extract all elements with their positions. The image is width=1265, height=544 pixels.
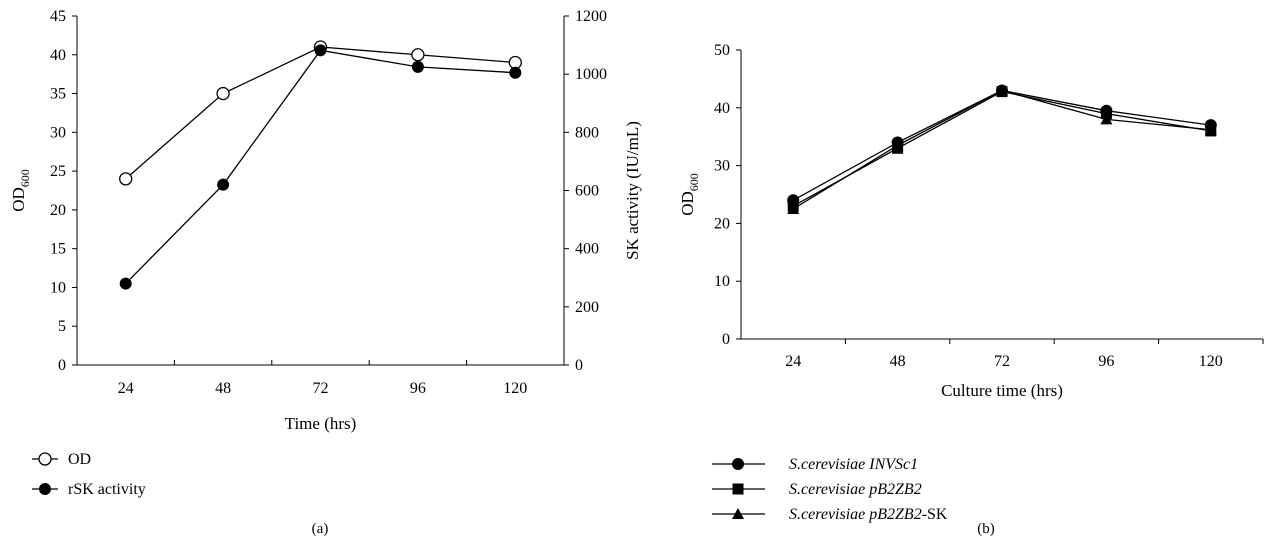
panel-b-y-axis-title-main: OD (678, 191, 697, 216)
panel-b-y-tick-label: 0 (722, 331, 730, 348)
legend-marker (732, 458, 744, 470)
data-point (787, 202, 800, 214)
panel-a-left-axis-title-sub: 600 (18, 169, 32, 187)
panel-b-legend-item: S.cerevisiae pB2ZB2 (712, 481, 922, 498)
panel-a-left-axis-title: OD600 (9, 169, 32, 212)
legend-label: S.cerevisiae INVSc1 (789, 456, 918, 473)
panel-a-x-tick-label: 96 (410, 380, 426, 397)
panel-a-left-tick-label: 10 (50, 279, 66, 296)
legend-label-italic: S.cerevisiae pB2ZB2 (789, 481, 922, 498)
panel-a-label: (a) (312, 521, 329, 537)
series-line (125, 49, 516, 285)
legend-marker (39, 483, 51, 495)
legend-label-italic: S.cerevisiae INVSc1 (789, 456, 918, 473)
panel-a-right-tick-label: 1200 (575, 8, 607, 25)
panel-b-y-tick-label: 50 (714, 42, 730, 59)
panel-a-x-tick-label: 48 (215, 380, 231, 397)
panel-b-y-tick-label: 20 (714, 215, 730, 232)
panel-a-left-tick-label: 30 (50, 124, 66, 141)
panel-a-right-tick-label: 600 (575, 183, 599, 200)
panel-a-right-tick-label: 200 (575, 299, 599, 316)
data-point (119, 277, 132, 290)
panel-a-series-od (119, 40, 522, 186)
legend-marker (38, 452, 52, 466)
legend-label: S.cerevisiae pB2ZB2 (789, 481, 922, 498)
panel-b-series-2 (787, 86, 1217, 212)
panel-b-y-tick-label: 30 (714, 158, 730, 175)
panel-b-x-tick-label: 72 (994, 353, 1010, 370)
panel-b-legend-item: S.cerevisiae INVSc1 (712, 456, 918, 473)
panel-a-left-tick-label: 5 (58, 318, 66, 335)
data-point (996, 84, 1008, 96)
panel-a-left-tick-label: 15 (50, 241, 66, 258)
panel-a-legend-item: rSK activity (32, 481, 146, 498)
panel-b-legend-item: S.cerevisiae pB2ZB2-SK (712, 506, 948, 523)
panel-a-legend-item: OD (32, 451, 91, 468)
data-point (411, 48, 425, 62)
panel-a-right-tick-label: 0 (575, 357, 583, 374)
panel-b-label: (b) (977, 521, 995, 537)
panel-a-x-axis-title: Time (hrs) (285, 414, 357, 433)
panel-b-x-tick-label: 48 (890, 353, 906, 370)
panel-a-left-tick-label: 40 (50, 47, 66, 64)
panel-a-right-axis-title: SK activity (IU/mL) (623, 121, 642, 260)
panel-b-x-tick-label: 120 (1199, 353, 1223, 370)
data-point (1204, 123, 1217, 135)
panel-a-x-tick-label: 72 (313, 380, 329, 397)
data-point (509, 66, 522, 79)
series-line (792, 89, 1211, 210)
legend-label-suffix: -SK (922, 506, 948, 523)
data-point (216, 86, 230, 101)
panel-a-left-tick-label: 20 (50, 202, 66, 219)
panel-b-x-tick-label: 96 (1098, 353, 1114, 370)
panel-a-right-tick-label: 1000 (575, 66, 607, 83)
data-point (217, 178, 230, 191)
legend-label: OD (68, 451, 91, 468)
panel-a-left-tick-label: 45 (50, 8, 66, 25)
data-point (119, 172, 133, 186)
panel-a-x-tick-label: 120 (503, 380, 527, 397)
legend-label-italic: S.cerevisiae pB2ZB2 (789, 506, 922, 523)
series-line (792, 90, 1211, 207)
panel-b-x-tick-label: 24 (785, 353, 801, 370)
legend-marker (732, 508, 744, 519)
data-point (314, 44, 327, 57)
panel-a-x-tick-label: 24 (118, 380, 134, 397)
data-point (411, 60, 424, 73)
panel-b-y-tick-label: 10 (714, 273, 730, 290)
legend-label: S.cerevisiae pB2ZB2-SK (789, 506, 948, 523)
panel-a-left-tick-label: 35 (50, 86, 66, 103)
panel-b-y-tick-label: 40 (714, 100, 730, 117)
panel-a-right-tick-label: 800 (575, 124, 599, 141)
legend-marker (732, 483, 744, 495)
panel-b-y-axis-title: OD600 (678, 173, 701, 216)
panel-b-series-1 (787, 84, 1217, 207)
panel-a-series-rsk-activity (119, 44, 522, 290)
panel-a-right-tick-label: 400 (575, 241, 599, 258)
series-line (125, 46, 516, 180)
legend-label: rSK activity (68, 481, 146, 498)
series-line (792, 89, 1211, 201)
panel-b-x-axis-title: Culture time (hrs) (941, 381, 1063, 400)
panel-a-left-axis-title-main: OD (9, 187, 28, 212)
data-point (891, 139, 904, 151)
panel-a-left-tick-label: 25 (50, 163, 66, 180)
panel-a-left-tick-label: 0 (58, 357, 66, 374)
panel-b-y-axis-title-sub: 600 (687, 173, 701, 191)
panel-b-series-3 (787, 84, 1217, 214)
data-point (1100, 113, 1113, 125)
